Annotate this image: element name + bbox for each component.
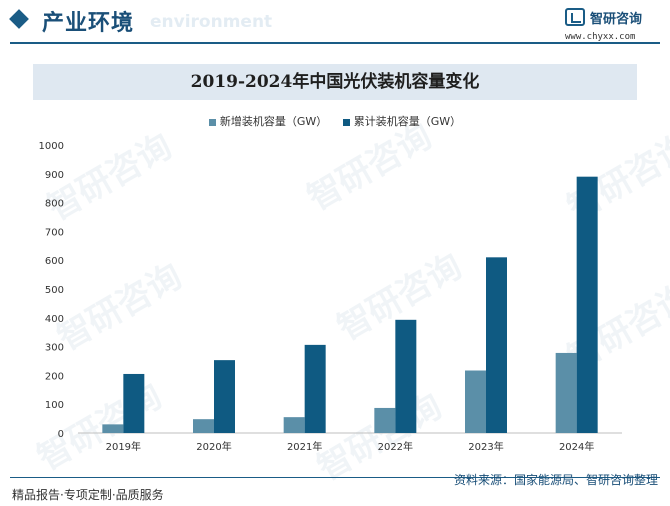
bar-new-capacity bbox=[102, 424, 124, 433]
logo-icon bbox=[565, 8, 585, 26]
header: 产业环境 environment 智研咨询 www.chyxx.com bbox=[0, 0, 670, 42]
y-tick-label: 700 bbox=[45, 227, 64, 238]
y-tick-label: 300 bbox=[45, 343, 64, 354]
legend-swatch-cumulative bbox=[342, 118, 350, 126]
bar-cumulative-capacity bbox=[123, 373, 145, 433]
bar-new-capacity bbox=[193, 419, 214, 433]
legend-label-new: 新增装机容量（GW） bbox=[219, 115, 328, 128]
bar-cumulative-capacity bbox=[395, 319, 417, 433]
title-band bbox=[33, 64, 637, 100]
logo-name: 智研咨询 bbox=[590, 12, 643, 27]
legend-label-cumulative: 累计装机容量（GW） bbox=[353, 115, 462, 128]
y-tick-label: 100 bbox=[45, 400, 64, 411]
bar-cumulative-capacity bbox=[576, 176, 598, 433]
slogan: 精品报告·专项定制·品质服务 bbox=[12, 488, 164, 502]
legend-swatch-new bbox=[208, 118, 216, 126]
bar-new-capacity bbox=[465, 370, 486, 433]
x-tick-label: 2023年 bbox=[468, 440, 503, 453]
bar-new-capacity bbox=[374, 407, 396, 433]
bar-new-capacity bbox=[555, 352, 577, 433]
x-tick-label: 2022年 bbox=[378, 440, 413, 453]
x-tick-label: 2019年 bbox=[106, 440, 141, 453]
bar-new-capacity bbox=[283, 417, 305, 433]
section-title: 产业环境 bbox=[42, 11, 135, 36]
x-tick-label: 2024年 bbox=[559, 440, 594, 453]
legend-item-cumulative: 累计装机容量（GW） bbox=[342, 113, 462, 129]
x-tick-label: 2021年 bbox=[287, 440, 322, 453]
y-tick-label: 900 bbox=[45, 170, 64, 181]
logo-url: www.chyxx.com bbox=[565, 32, 636, 42]
legend-item-new: 新增装机容量（GW） bbox=[208, 113, 328, 129]
source-note: 资料来源：国家能源局、智研咨询整理 bbox=[453, 473, 658, 487]
footer-divider bbox=[10, 477, 660, 478]
y-tick-label: 0 bbox=[58, 429, 64, 440]
y-tick-label: 500 bbox=[45, 285, 64, 296]
legend: 新增装机容量（GW） 累计装机容量（GW） bbox=[0, 113, 670, 129]
x-tick-label: 2020年 bbox=[196, 440, 231, 453]
header-divider bbox=[10, 42, 660, 44]
y-tick-label: 200 bbox=[45, 371, 64, 382]
y-tick-label: 800 bbox=[45, 199, 64, 210]
y-tick-label: 1000 bbox=[39, 141, 64, 152]
bar-cumulative-capacity bbox=[486, 257, 507, 433]
y-tick-label: 400 bbox=[45, 314, 64, 325]
bar-cumulative-capacity bbox=[304, 344, 326, 433]
section-subtitle-en: environment bbox=[150, 12, 273, 32]
chart-title: 2019-2024年中国光伏装机容量变化 bbox=[190, 72, 480, 92]
y-tick-label: 600 bbox=[45, 256, 64, 267]
bar-cumulative-capacity bbox=[214, 360, 235, 433]
